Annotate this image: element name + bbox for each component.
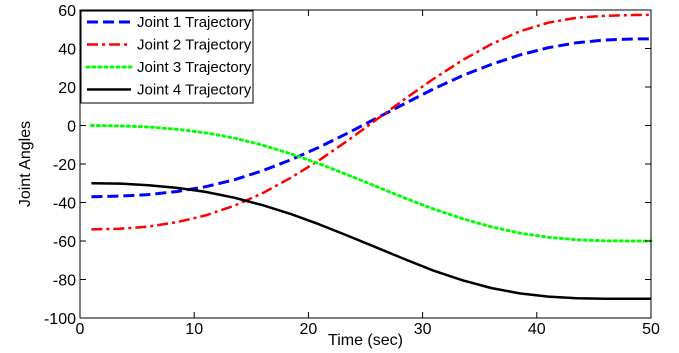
- x-tick-label: 0: [76, 321, 85, 338]
- x-tick-label: 40: [528, 321, 546, 338]
- x-axis-label: Time (sec): [328, 332, 403, 349]
- y-tick-label: 40: [58, 42, 76, 59]
- y-axis-label: Joint Angles: [17, 121, 34, 207]
- series-line-1: [91, 37, 651, 199]
- y-tick-label: 20: [58, 80, 76, 97]
- legend-label-4: Joint 4 Trajectory: [137, 82, 252, 99]
- x-tick-label: 50: [642, 321, 660, 338]
- y-tick-label: -20: [53, 157, 76, 174]
- legend-label-3: Joint 3 Trajectory: [137, 59, 252, 76]
- legend: Joint 1 Trajectory Joint 2 Trajectory Join…: [80, 10, 254, 104]
- tick-labels: 0 10 20 30 40 50 -100 -80 -60 -40 -20 0 20 40 60: [44, 3, 660, 338]
- y-tick-label: 0: [67, 119, 76, 136]
- y-tick-label: -60: [53, 234, 76, 251]
- x-tick-label: 20: [300, 321, 318, 338]
- x-tick-label: 30: [414, 321, 432, 338]
- y-tick-label: 60: [58, 3, 76, 20]
- y-tick-label: -80: [53, 273, 76, 290]
- y-tick-label: -100: [44, 311, 76, 328]
- series-line-4: [91, 182, 651, 301]
- legend-label-2: Joint 2 Trajectory: [137, 37, 252, 54]
- series-lines: [89, 13, 653, 301]
- legend-label-1: Joint 1 Trajectory: [137, 14, 252, 31]
- series-line-3: [89, 124, 653, 243]
- y-tick-label: -40: [53, 196, 76, 213]
- x-tick-label: 10: [185, 321, 203, 338]
- legend-box: [80, 10, 254, 104]
- series-line-2: [91, 13, 652, 231]
